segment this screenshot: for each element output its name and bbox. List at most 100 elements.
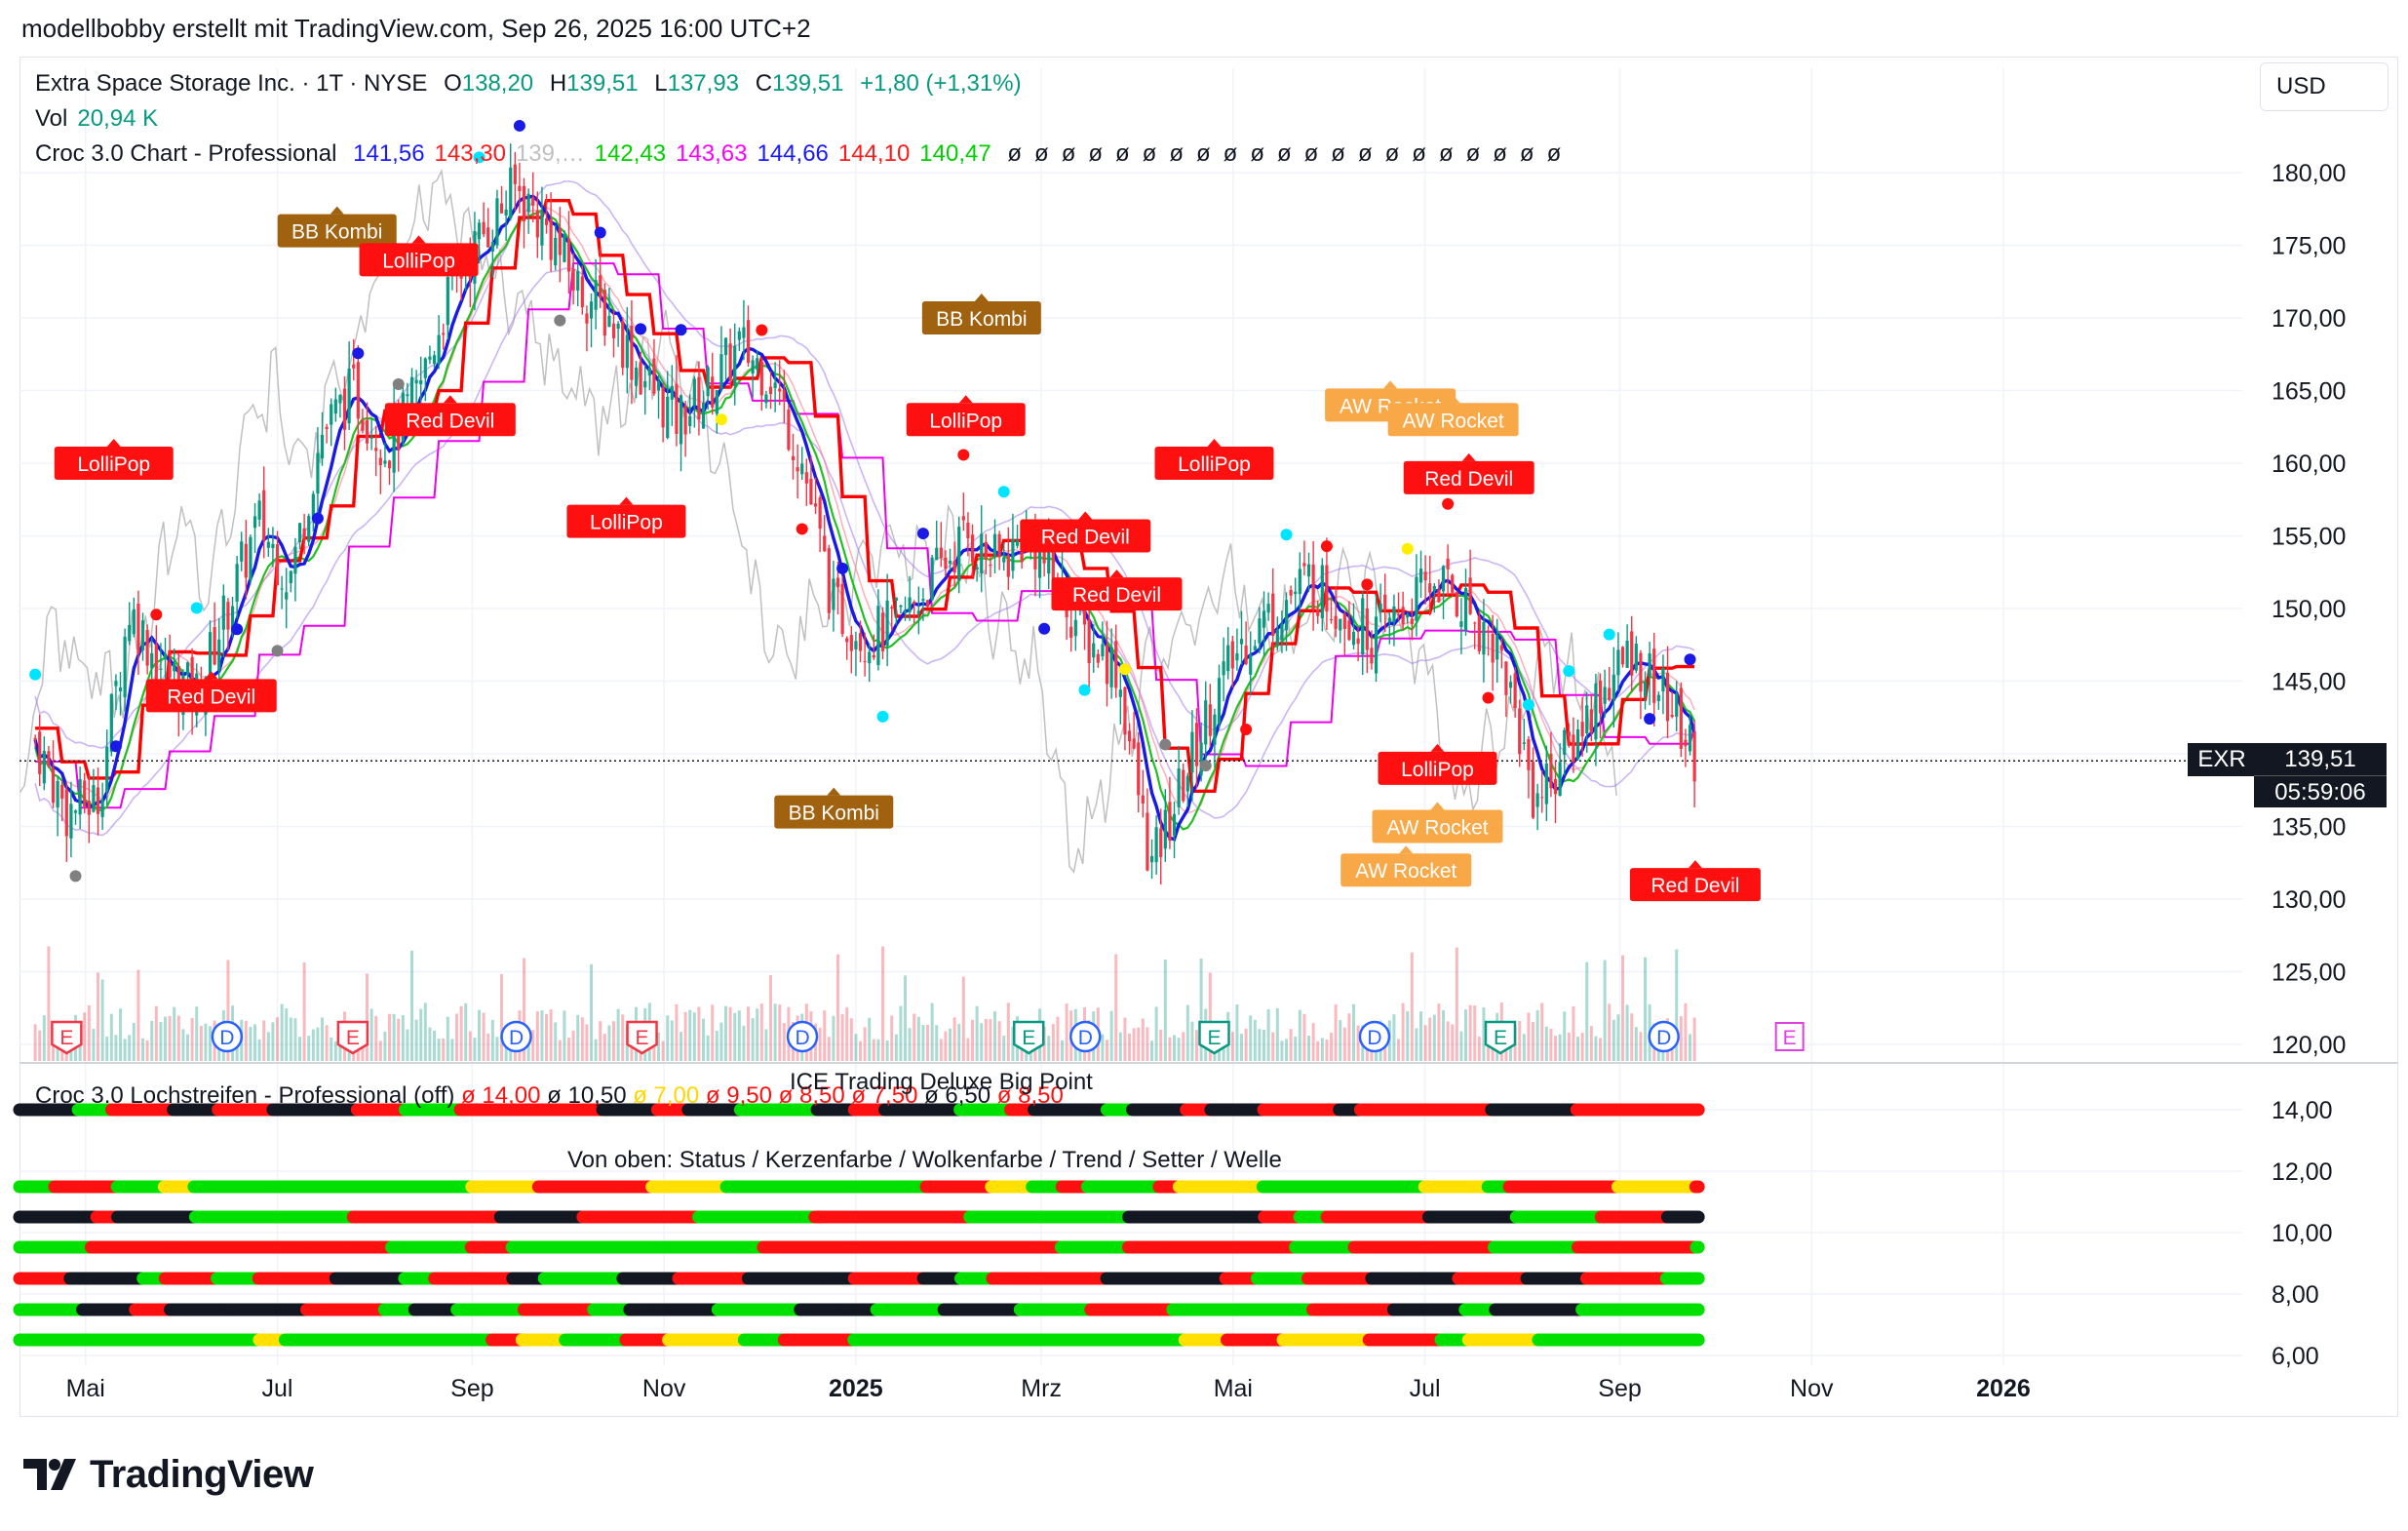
volume-bar	[944, 1031, 948, 1061]
volume-bar	[545, 1013, 549, 1061]
volume-bar	[876, 1039, 880, 1061]
volume-bar	[374, 1015, 378, 1061]
volume-bar	[333, 1040, 337, 1061]
candle-body	[1508, 682, 1513, 688]
candle-body	[347, 368, 351, 424]
volume-bar	[984, 1018, 988, 1061]
candle-body	[105, 746, 109, 792]
candle-body	[1415, 576, 1418, 621]
signal-label-pointer	[974, 294, 989, 301]
candle-body	[1185, 775, 1189, 792]
y-tick-label: 160,00	[2272, 451, 2346, 478]
volume-bar	[1644, 957, 1648, 1061]
candle-body	[885, 600, 889, 647]
volume-bar	[47, 946, 51, 1061]
candle-body	[83, 780, 87, 807]
volume-bar	[567, 1038, 571, 1061]
volume-bar	[1459, 1031, 1463, 1061]
volume-bar	[423, 1002, 427, 1061]
event-letter: D	[219, 1027, 234, 1049]
candle-body	[419, 379, 423, 385]
candle-body	[1463, 588, 1468, 632]
signal-label-pointer	[1109, 569, 1124, 578]
candle-body	[913, 602, 916, 605]
volume-bar	[253, 1024, 257, 1061]
signal-label-text: LolliPop	[77, 453, 150, 476]
x-tick-label: Nov	[642, 1375, 686, 1402]
candle-body	[737, 331, 741, 340]
candle-body	[728, 343, 732, 381]
volume-bar	[1612, 1019, 1615, 1061]
candle-body	[1230, 641, 1234, 669]
volume-bar	[209, 1026, 213, 1061]
volume-bar	[1401, 1002, 1405, 1061]
volume-bar	[482, 1012, 485, 1061]
volume-bar	[580, 1017, 584, 1061]
volume-bar	[92, 1029, 96, 1061]
tradingview-logo[interactable]: TradingView	[23, 1451, 314, 1498]
volume-bar	[266, 1032, 270, 1061]
bar-countdown: 05:59:06	[2254, 775, 2387, 808]
volume-bar	[926, 1024, 930, 1061]
x-tick-label: Jul	[1410, 1375, 1441, 1402]
candle-body	[289, 570, 292, 584]
candle-body	[1253, 646, 1257, 650]
volume-bars	[33, 946, 1696, 1061]
signal-label: Red Devil	[1020, 511, 1151, 553]
croc-null-values: øøøøøøøøøøøøøøøøøøøøø	[1007, 140, 1574, 167]
candle-body	[719, 354, 723, 389]
candle-body	[1383, 594, 1387, 611]
volume-bar	[1159, 1029, 1163, 1061]
volume-bar	[1397, 1039, 1401, 1061]
candle-body	[1634, 644, 1638, 671]
candle-body	[939, 547, 943, 559]
candle-body	[1567, 731, 1571, 737]
dividend-marker-icon: D	[1648, 1020, 1680, 1053]
event-badge	[500, 1020, 532, 1053]
event-letter: E	[346, 1027, 360, 1049]
candle-body	[226, 602, 230, 630]
signal-label-text: LolliPop	[929, 410, 1002, 432]
x-tick-label: Sep	[1598, 1375, 1641, 1402]
volume-bar	[190, 1018, 194, 1061]
candle-body	[1558, 762, 1562, 796]
volume-bar	[1150, 1040, 1154, 1061]
volume-bar	[894, 1034, 898, 1061]
candle-body	[51, 767, 56, 804]
currency-button[interactable]: USD	[2260, 62, 2389, 111]
candle-body	[845, 638, 849, 643]
volume-bar	[1423, 1025, 1427, 1061]
volume-bar	[1230, 1032, 1234, 1061]
signal-label: LolliPop	[566, 496, 686, 538]
candle-body	[244, 543, 248, 578]
event-badge	[1648, 1020, 1680, 1053]
candle-body	[1262, 610, 1266, 628]
candle-body	[944, 557, 948, 569]
candle-body	[630, 325, 634, 380]
volume-bar	[244, 1020, 248, 1061]
volume-bar	[1535, 1009, 1539, 1061]
event-badge	[51, 1020, 83, 1055]
volume-bar	[168, 1015, 172, 1061]
volume-bar	[473, 1038, 477, 1061]
volume-bar	[486, 1033, 490, 1061]
volume-bar	[289, 1017, 292, 1061]
candle-body	[634, 367, 639, 386]
signal-label-text: Red Devil	[167, 686, 255, 708]
volume-bar	[1182, 1032, 1185, 1061]
signal-label-box	[566, 504, 686, 538]
volume-bar	[1244, 1028, 1248, 1061]
candle-body	[123, 636, 127, 698]
candle-body	[1531, 762, 1535, 818]
croc-value-6: 144,10	[837, 140, 911, 167]
volume-bar	[666, 1015, 670, 1061]
signal-label-pointer	[1078, 511, 1093, 520]
volume-bar	[392, 1013, 396, 1061]
candle-body	[1006, 555, 1010, 577]
candle-body	[316, 452, 320, 494]
sub-value-1: ø 10,50	[540, 1082, 627, 1109]
candle-body	[1092, 643, 1096, 658]
candle-body	[482, 221, 485, 235]
candle-body	[361, 419, 365, 431]
